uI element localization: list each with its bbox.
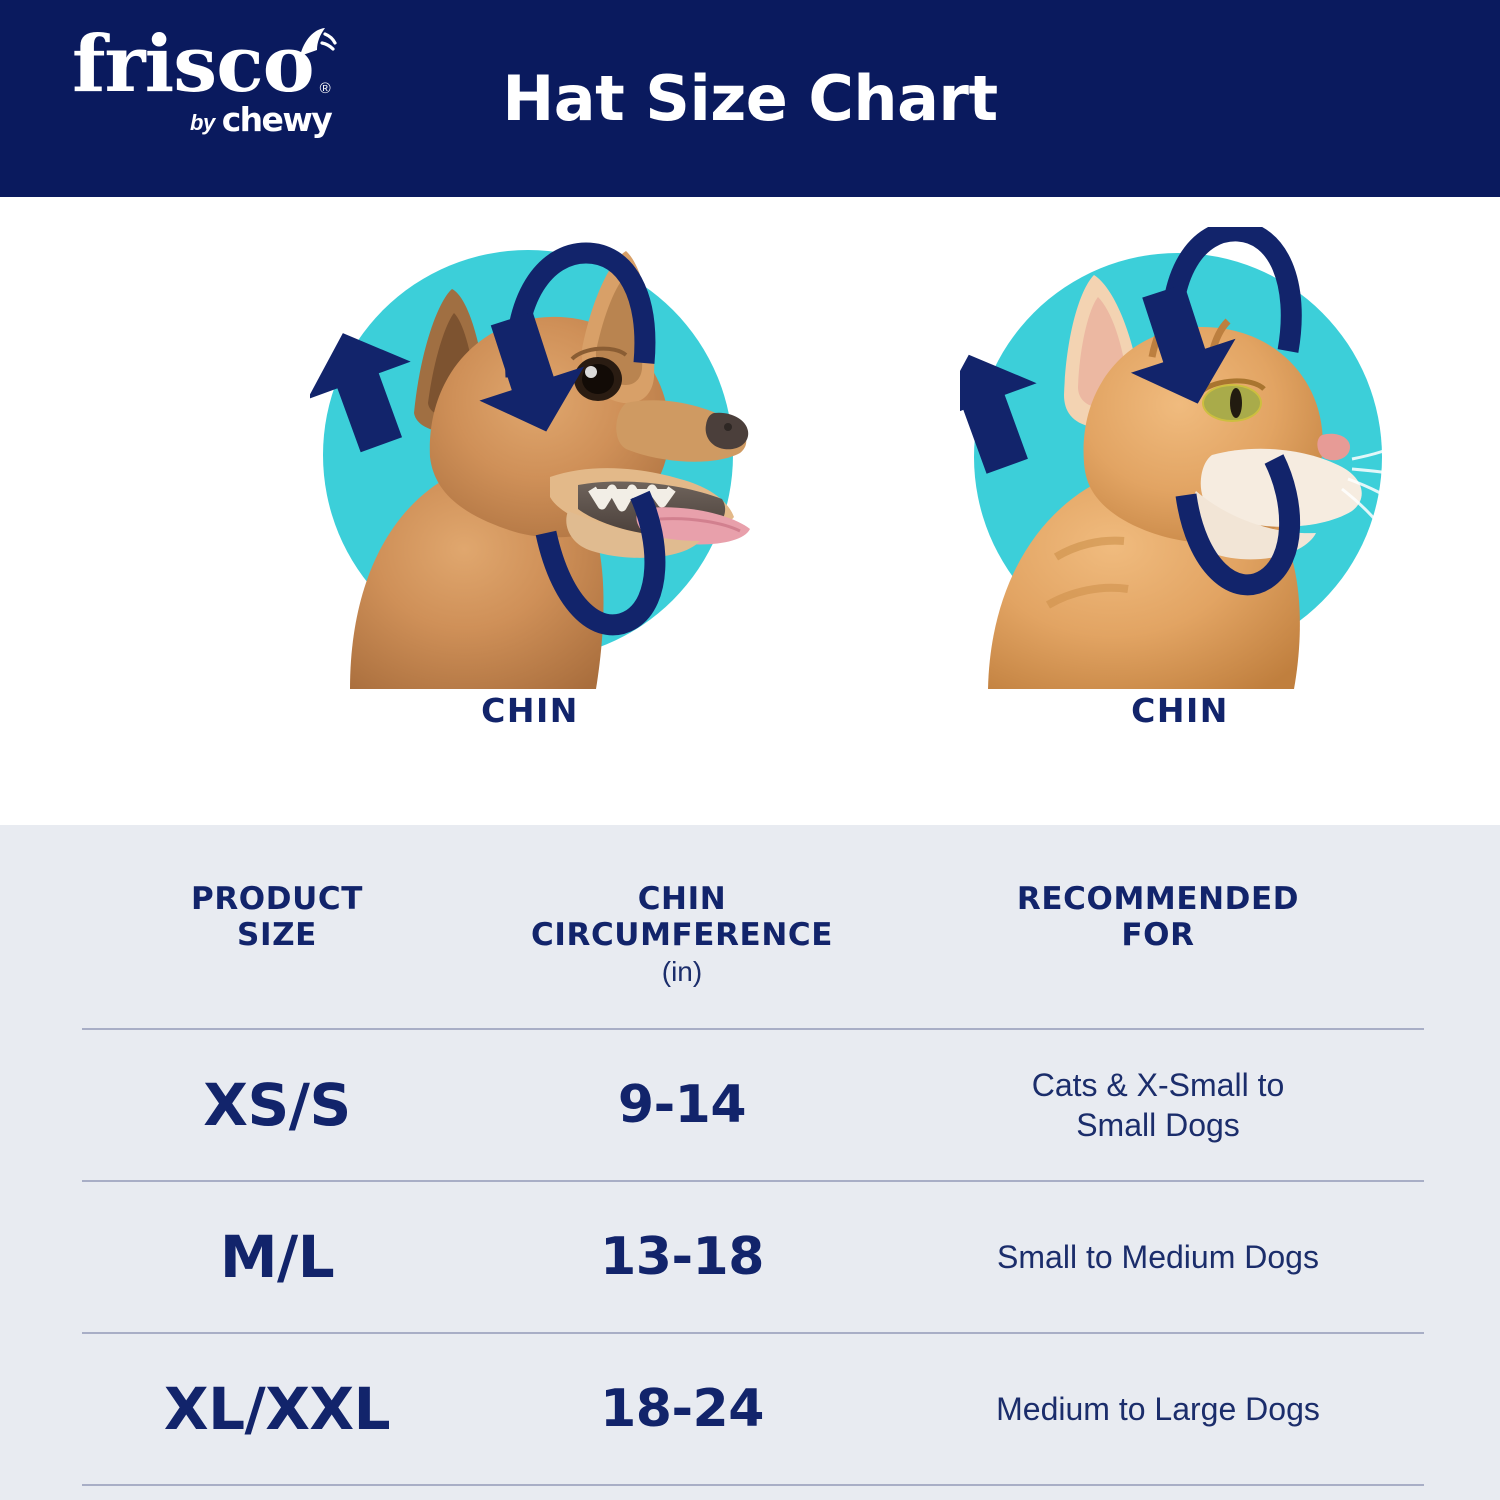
- cat-art: [933, 220, 1400, 689]
- dog-chin-label: CHIN: [481, 691, 579, 730]
- dog-head-photo: [307, 242, 750, 689]
- cell-recommended-for: Medium to Large Dogs: [892, 1389, 1424, 1429]
- column-header-recommended-line1: RECOMMENDED: [1016, 881, 1300, 917]
- column-header-chin-circumference: CHIN CIRCUMFERENCE (in): [472, 881, 892, 988]
- column-header-product-size-line1: PRODUCT: [191, 881, 363, 917]
- table-divider-bottom: [82, 1484, 1424, 1486]
- table-header-row: PRODUCT SIZE CHIN CIRCUMFERENCE (in) REC…: [82, 825, 1424, 1028]
- illustration-row: CHIN: [0, 197, 1500, 825]
- value-recommended-for-line1: Cats & X-Small to: [1031, 1067, 1285, 1103]
- size-table: PRODUCT SIZE CHIN CIRCUMFERENCE (in) REC…: [0, 825, 1500, 1486]
- frisco-wordmark: frisco ®: [72, 26, 337, 104]
- table-row: XS/S 9-14 Cats & X-Small to Small Dogs: [82, 1030, 1424, 1180]
- value-product-size: M/L: [219, 1223, 335, 1291]
- cat-arrow-head-down: [1130, 284, 1236, 404]
- frisco-tail-swoosh-icon: [299, 28, 337, 56]
- registered-trademark-icon: ®: [319, 79, 331, 97]
- cell-product-size: XS/S: [82, 1071, 472, 1139]
- column-header-chin-line2: CIRCUMFERENCE: [531, 916, 833, 953]
- dog-arrow-head-up: [307, 333, 411, 453]
- size-table-section: PRODUCT SIZE CHIN CIRCUMFERENCE (in) REC…: [0, 825, 1500, 1500]
- cat-chin-label: CHIN: [1131, 691, 1229, 730]
- logo-by-text: by: [190, 110, 215, 136]
- column-header-recommended-line2: FOR: [1121, 916, 1195, 953]
- cat-measurement-illustration: CHIN: [930, 220, 1430, 787]
- column-header-recommended-for: RECOMMENDED FOR: [892, 881, 1424, 954]
- cat-arrow-head-up: [933, 354, 1037, 474]
- dog-arrow-head-down: [479, 311, 585, 432]
- dog-measure-arrow-bottom: [535, 490, 666, 636]
- table-divider: [82, 1180, 1424, 1182]
- value-product-size: XS/S: [203, 1071, 351, 1139]
- cat-head-photo: [933, 220, 1400, 689]
- cell-product-size: XL/XXL: [82, 1375, 472, 1443]
- cell-chin-circumference: 18-24: [472, 1379, 892, 1439]
- table-row: M/L 13-18 Small to Medium Dogs: [82, 1182, 1424, 1332]
- dog-measurement-illustration: CHIN: [280, 227, 780, 787]
- table-divider: [82, 1332, 1424, 1334]
- value-recommended-for-line1: Medium to Large Dogs: [996, 1391, 1320, 1427]
- chewy-sublogo: by chewy: [72, 100, 372, 139]
- frisco-wordmark-text: frisco: [72, 19, 315, 110]
- header-band: frisco ® by chewy Hat Size Chart: [0, 0, 1500, 197]
- table-row: XL/XXL 18-24 Medium to Large Dogs: [82, 1334, 1424, 1484]
- cell-chin-circumference: 9-14: [472, 1075, 892, 1135]
- value-recommended-for-line1: Small to Medium Dogs: [997, 1239, 1319, 1275]
- cell-recommended-for: Small to Medium Dogs: [892, 1237, 1424, 1277]
- chewy-wordmark: chewy: [221, 100, 333, 140]
- column-header-chin-unit: (in): [661, 955, 703, 987]
- frisco-by-chewy-logo: frisco ® by chewy: [72, 26, 372, 168]
- value-chin-circumference: 18-24: [600, 1379, 764, 1439]
- column-header-chin-line1: CHIN: [637, 881, 727, 917]
- cat-measure-arrow-bottom: [1175, 454, 1300, 596]
- table-divider: [82, 1028, 1424, 1030]
- value-product-size: XL/XXL: [163, 1375, 391, 1443]
- value-recommended-for-line2: Small Dogs: [1076, 1107, 1240, 1143]
- column-header-product-size: PRODUCT SIZE: [82, 881, 472, 954]
- cell-recommended-for: Cats & X-Small to Small Dogs: [892, 1065, 1424, 1145]
- cell-product-size: M/L: [82, 1223, 472, 1291]
- value-chin-circumference: 9-14: [617, 1075, 747, 1135]
- cell-chin-circumference: 13-18: [472, 1227, 892, 1287]
- value-chin-circumference: 13-18: [600, 1227, 764, 1287]
- dog-art: [307, 227, 750, 689]
- column-header-product-size-line2: SIZE: [237, 916, 317, 953]
